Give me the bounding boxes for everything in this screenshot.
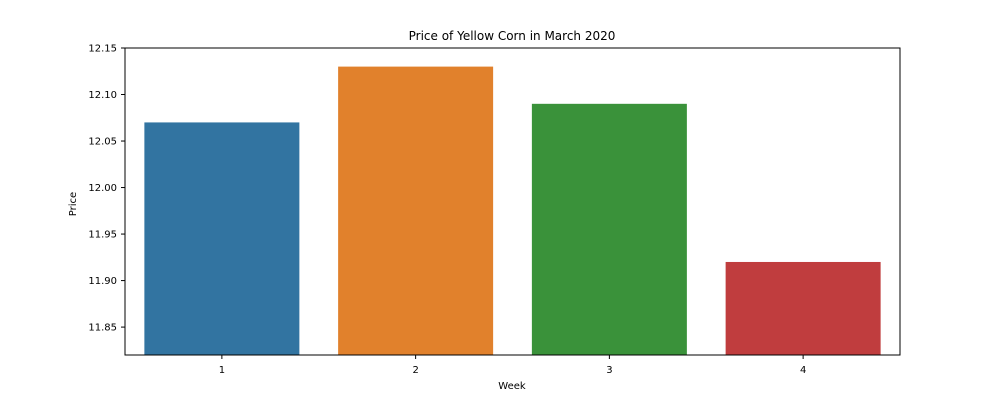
y-tick-label: 12.15 bbox=[88, 44, 117, 55]
bar-week-3 bbox=[531, 103, 687, 356]
y-tick-label: 12.05 bbox=[88, 137, 117, 148]
x-tick-label: 1 bbox=[219, 365, 225, 376]
y-tick-label: 11.90 bbox=[88, 276, 117, 287]
plot-area-frame bbox=[124, 47, 901, 356]
y-tick-label: 11.95 bbox=[88, 230, 117, 241]
x-axis: 1 2 3 4 bbox=[219, 355, 806, 376]
y-axis: 11.85 11.90 11.95 12.00 12.05 12.10 12.15 bbox=[88, 44, 125, 334]
x-tick-label: 2 bbox=[412, 365, 418, 376]
bar-week-4 bbox=[725, 261, 881, 355]
y-tick-label: 11.85 bbox=[88, 323, 117, 334]
x-tick-label: 3 bbox=[606, 365, 612, 376]
y-tick-label: 12.00 bbox=[88, 183, 117, 194]
bars-group bbox=[144, 66, 881, 356]
chart-title: Price of Yellow Corn in March 2020 bbox=[409, 29, 616, 43]
y-axis-label: Price bbox=[68, 192, 79, 216]
bar-week-1 bbox=[144, 122, 300, 355]
y-tick-label: 12.10 bbox=[88, 90, 117, 101]
bar-week-2 bbox=[338, 66, 494, 355]
x-tick-label: 4 bbox=[800, 365, 806, 376]
x-axis-label: Week bbox=[498, 381, 526, 392]
